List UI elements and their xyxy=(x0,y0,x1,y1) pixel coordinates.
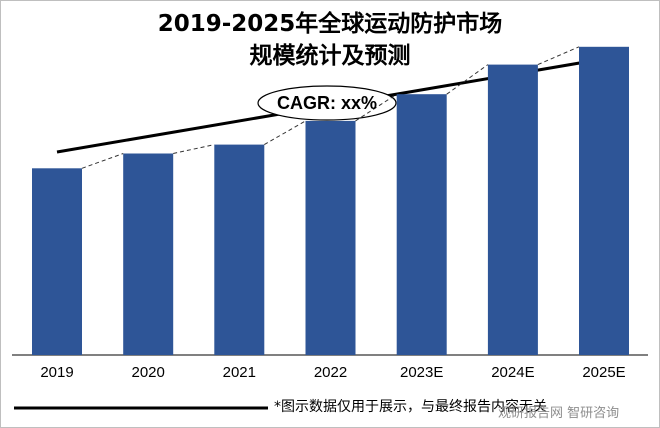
x-tick-label: 2023E xyxy=(400,364,444,381)
bar-2025e xyxy=(579,46,629,356)
x-tick-label: 2020 xyxy=(131,364,165,381)
watermark: 观研报告网 智研咨询 xyxy=(498,406,620,421)
connector-line xyxy=(446,64,489,95)
chart-title-line2: 规模统计及预测 xyxy=(249,43,411,69)
bar-2024e xyxy=(487,64,538,355)
cagr-ellipse xyxy=(257,85,397,121)
bar-2021 xyxy=(214,144,265,355)
connector-line xyxy=(355,93,397,122)
x-tick-label: 2022 xyxy=(313,364,348,381)
bar-2020 xyxy=(123,153,174,355)
x-tick-label: 2024E xyxy=(491,364,535,381)
x-tick-label: 2021 xyxy=(222,364,256,381)
bar-2023e xyxy=(396,94,447,355)
chart-title-line1: 2019-2025年全球运动防护市场 xyxy=(157,11,503,37)
connector-line xyxy=(264,120,306,146)
connector-line xyxy=(81,153,124,169)
connector-line xyxy=(537,46,580,66)
x-tick-label: 2025E xyxy=(582,364,626,381)
cagr-label: CAGR: xx% xyxy=(276,93,378,113)
x-tick-label: 2019 xyxy=(40,364,74,381)
footnote: *图示数据仅用于展示，与最终报告内容无关 xyxy=(274,399,547,415)
bar-2022 xyxy=(305,120,356,356)
bar-2019 xyxy=(32,168,82,355)
connector-line xyxy=(173,144,215,154)
